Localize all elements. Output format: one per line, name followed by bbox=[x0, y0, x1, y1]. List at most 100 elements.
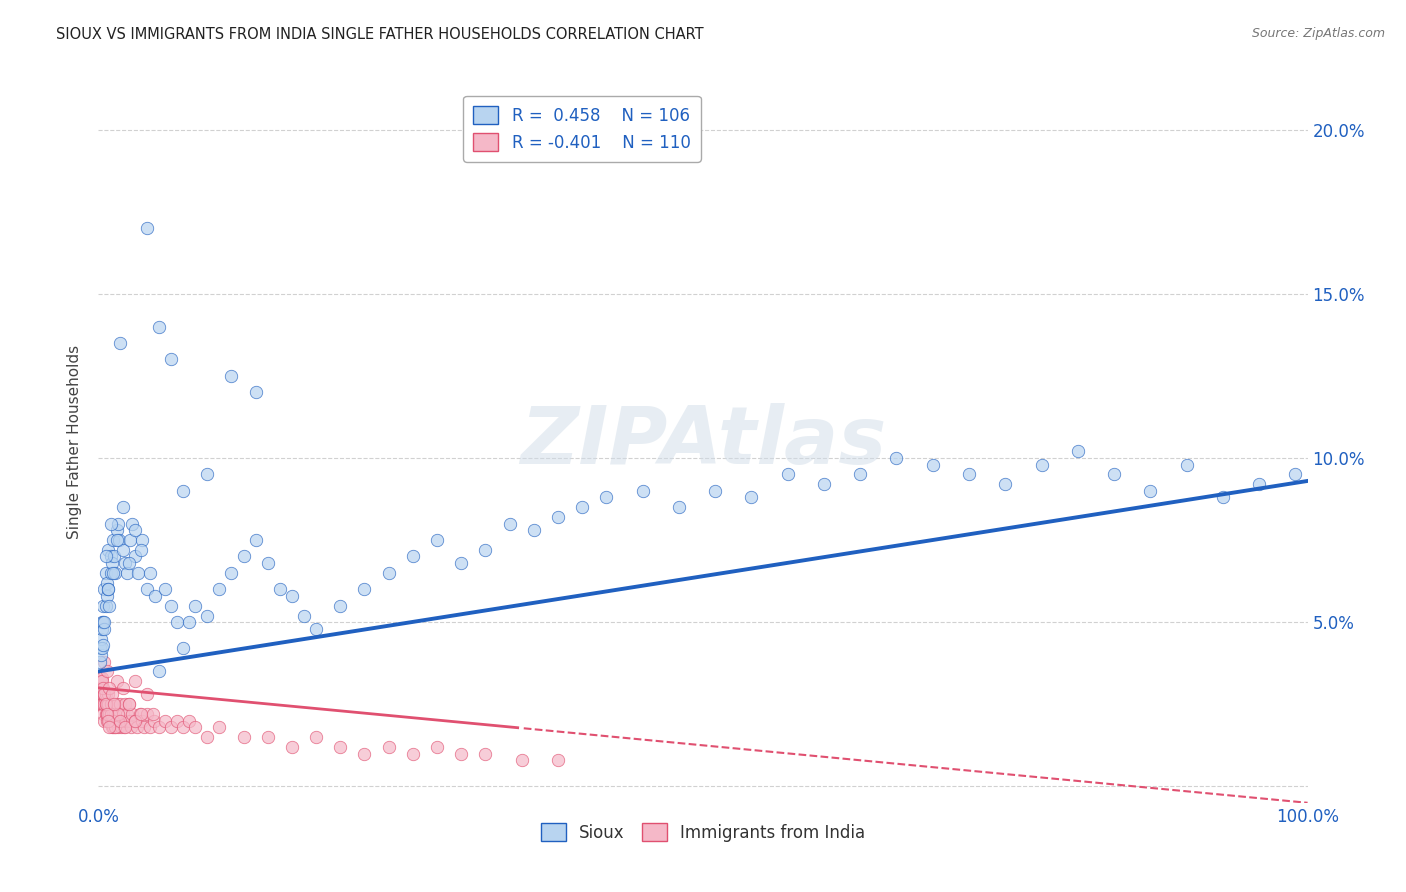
Point bbox=[100, 687, 122, 701]
Point bbox=[103, 698, 125, 712]
Point bbox=[305, 622, 328, 636]
Point bbox=[135, 687, 157, 701]
Point bbox=[100, 714, 122, 728]
Point bbox=[305, 730, 328, 744]
Point bbox=[104, 720, 127, 734]
Point bbox=[124, 674, 146, 689]
Point bbox=[120, 720, 142, 734]
Point bbox=[232, 730, 254, 744]
Point bbox=[547, 753, 569, 767]
Point bbox=[90, 698, 112, 712]
Point bbox=[93, 615, 115, 630]
Point bbox=[172, 720, 194, 734]
Point bbox=[184, 599, 207, 613]
Point bbox=[118, 714, 141, 728]
Point bbox=[179, 714, 201, 728]
Point bbox=[98, 707, 121, 722]
Point bbox=[112, 720, 135, 734]
Point bbox=[89, 698, 111, 712]
Point bbox=[127, 566, 149, 580]
Point bbox=[179, 615, 201, 630]
Point bbox=[221, 368, 243, 383]
Point bbox=[105, 674, 128, 689]
Point bbox=[166, 714, 188, 728]
Point bbox=[128, 707, 150, 722]
Point bbox=[450, 556, 472, 570]
Point bbox=[96, 707, 118, 722]
Point bbox=[329, 599, 352, 613]
Point bbox=[143, 589, 166, 603]
Point bbox=[523, 523, 546, 537]
Point bbox=[94, 698, 117, 712]
Point bbox=[111, 542, 134, 557]
Point bbox=[96, 707, 118, 722]
Point bbox=[91, 599, 114, 613]
Point bbox=[91, 698, 114, 712]
Point bbox=[547, 510, 569, 524]
Text: Source: ZipAtlas.com: Source: ZipAtlas.com bbox=[1251, 27, 1385, 40]
Point bbox=[93, 687, 115, 701]
Point bbox=[93, 622, 115, 636]
Point bbox=[94, 687, 117, 701]
Point bbox=[89, 641, 111, 656]
Point bbox=[281, 739, 304, 754]
Point bbox=[510, 753, 533, 767]
Point bbox=[921, 458, 943, 472]
Point bbox=[245, 533, 267, 547]
Point bbox=[96, 698, 118, 712]
Point bbox=[91, 681, 114, 695]
Text: ZIPAtlas: ZIPAtlas bbox=[520, 402, 886, 481]
Point bbox=[281, 589, 304, 603]
Point bbox=[105, 523, 128, 537]
Point bbox=[172, 641, 194, 656]
Point bbox=[115, 714, 138, 728]
Point bbox=[292, 608, 315, 623]
Point bbox=[195, 467, 218, 482]
Point bbox=[139, 720, 162, 734]
Point bbox=[90, 674, 112, 689]
Point bbox=[96, 665, 118, 679]
Point bbox=[111, 707, 134, 722]
Point bbox=[107, 720, 129, 734]
Point bbox=[118, 698, 141, 712]
Point bbox=[127, 720, 149, 734]
Point bbox=[153, 714, 176, 728]
Point bbox=[91, 615, 114, 630]
Point bbox=[91, 641, 114, 656]
Point bbox=[101, 714, 124, 728]
Point bbox=[100, 566, 122, 580]
Point bbox=[98, 681, 121, 695]
Point bbox=[104, 720, 127, 734]
Point bbox=[474, 747, 496, 761]
Point bbox=[94, 566, 117, 580]
Point bbox=[94, 707, 117, 722]
Point bbox=[96, 714, 118, 728]
Point bbox=[117, 566, 139, 580]
Point bbox=[118, 698, 141, 712]
Point bbox=[245, 385, 267, 400]
Point bbox=[849, 467, 872, 482]
Point bbox=[377, 739, 399, 754]
Point bbox=[97, 582, 120, 597]
Point bbox=[148, 720, 170, 734]
Point bbox=[97, 714, 120, 728]
Point bbox=[184, 720, 207, 734]
Point bbox=[134, 720, 156, 734]
Point bbox=[148, 665, 170, 679]
Point bbox=[740, 491, 762, 505]
Point bbox=[111, 681, 134, 695]
Point bbox=[100, 720, 122, 734]
Point bbox=[256, 556, 278, 570]
Point bbox=[269, 582, 291, 597]
Point bbox=[90, 632, 112, 646]
Point bbox=[886, 450, 908, 465]
Point bbox=[94, 698, 117, 712]
Point bbox=[232, 549, 254, 564]
Legend: Sioux, Immigrants from India: Sioux, Immigrants from India bbox=[534, 817, 872, 848]
Point bbox=[100, 707, 122, 722]
Point bbox=[121, 707, 143, 722]
Point bbox=[143, 714, 166, 728]
Y-axis label: Single Father Households: Single Father Households bbox=[67, 344, 83, 539]
Point bbox=[108, 533, 131, 547]
Point bbox=[153, 582, 176, 597]
